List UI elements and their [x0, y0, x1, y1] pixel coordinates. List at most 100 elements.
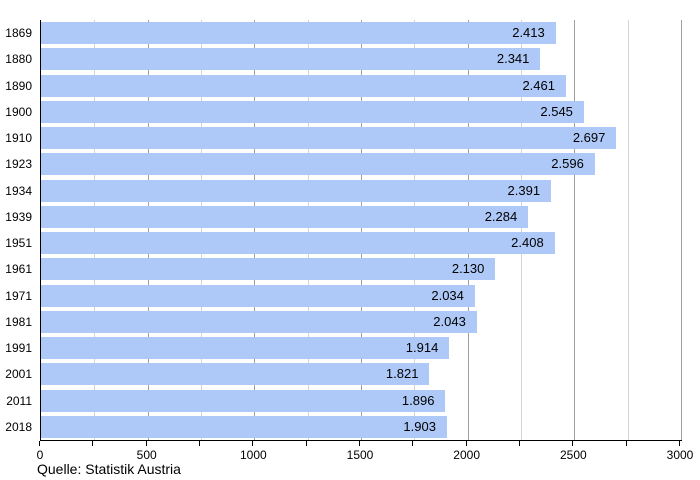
bar-1971: 2.034 — [41, 284, 475, 307]
year-label: 1910 — [5, 131, 32, 146]
year-label: 1951 — [5, 236, 32, 251]
bar-value-label: 1.896 — [401, 392, 435, 408]
chart-row-1910: 1910 2.697 — [5, 125, 681, 151]
bar-1923: 2.596 — [41, 153, 595, 176]
minor-gridline-2750 — [627, 20, 629, 440]
grid-layer — [41, 20, 682, 440]
bar-value-label: 2.413 — [512, 25, 545, 41]
x-tick-1500 — [359, 441, 360, 446]
x-axis-tick-labels: 0 500 1000 1500 2000 2500 3000 — [37, 448, 694, 462]
major-gridline-1500 — [361, 20, 362, 440]
chart-row-1991: 1991 1.914 — [5, 335, 681, 361]
x-tick-label-500: 500 — [136, 448, 157, 462]
major-gridline-2000 — [467, 20, 469, 440]
bar-value-label: 2.130 — [451, 261, 485, 277]
x-tick-500 — [145, 441, 147, 446]
x-tick-label-3000: 3000 — [666, 448, 694, 462]
chart-row-1961: 1961 2.130 — [5, 256, 681, 282]
x-tick-label-2500: 2500 — [559, 448, 587, 462]
chart-row-2011: 2011 1.896 — [6, 388, 681, 414]
chart-row-1934: 1934 2.391 — [5, 178, 681, 204]
bar-1951: 2.408 — [41, 232, 555, 255]
bar-value-label: 2.284 — [484, 208, 518, 224]
bar-1939: 2.284 — [41, 205, 529, 228]
x-tick-label-1000: 1000 — [239, 448, 267, 462]
plot-area: 1869 2.413 1880 2.341 1890 2.461 1900 2.545 1910… — [5, 20, 682, 440]
chart-row-1869: 1869 2.413 — [5, 20, 681, 46]
bar-2011: 1.896 — [41, 389, 446, 412]
year-label: 1991 — [5, 341, 32, 356]
chart-row-2001: 2001 1.821 — [5, 361, 681, 387]
x-tick-1750 — [412, 441, 414, 446]
bar-1961: 2.130 — [41, 258, 496, 281]
chart-row-1951: 1951 2.408 — [5, 230, 681, 256]
source-note: Quelle: Statistik Austria — [37, 461, 181, 477]
x-tick-3000 — [679, 441, 680, 446]
minor-gridline-750 — [201, 20, 202, 440]
x-tick-label-1500: 1500 — [346, 448, 374, 462]
x-tick-2750 — [625, 441, 627, 446]
major-gridline-3000 — [681, 20, 682, 440]
minor-gridline-250 — [94, 20, 96, 440]
x-tick-label-0: 0 — [36, 448, 44, 462]
chart-row-1923: 1923 2.596 — [5, 151, 681, 177]
chart-row-1880: 1880 2.341 — [5, 46, 681, 72]
chart-row-1981: 1981 2.043 — [5, 309, 681, 335]
bar-1934: 2.391 — [41, 179, 552, 202]
bar-1981: 2.043 — [41, 310, 477, 333]
major-gridline-500 — [147, 20, 149, 440]
bar-1880: 2.341 — [41, 48, 541, 71]
bar-value-label: 2.034 — [431, 287, 464, 303]
year-label: 1939 — [5, 209, 32, 224]
year-label: 1890 — [5, 78, 32, 93]
bar-1900: 2.545 — [41, 100, 584, 123]
bar-value-label: 2.408 — [511, 235, 544, 251]
bar-value-label: 1.821 — [385, 366, 419, 382]
year-label: 1934 — [5, 183, 32, 198]
x-tick-750 — [199, 441, 200, 446]
bar-2001: 1.821 — [41, 363, 430, 386]
bar-1991: 1.914 — [41, 337, 450, 360]
bar-value-label: 1.903 — [403, 418, 436, 434]
x-axis-line — [40, 440, 682, 441]
bar-value-label: 2.697 — [572, 130, 606, 146]
year-label: 1981 — [5, 314, 32, 329]
x-tick-1000 — [252, 441, 254, 446]
year-label: 1923 — [5, 157, 32, 172]
bar-value-label: 1.914 — [405, 340, 439, 356]
bar-1910: 2.697 — [41, 127, 617, 150]
bar-1890: 2.461 — [41, 74, 566, 97]
bar-value-label: 2.391 — [507, 182, 541, 198]
bar-value-label: 2.461 — [522, 77, 555, 93]
minor-gridline-1250 — [307, 20, 309, 440]
year-label: 1869 — [5, 26, 32, 41]
x-tick-1250 — [305, 441, 307, 446]
year-label: 1880 — [5, 52, 32, 67]
year-label: 1961 — [5, 262, 32, 277]
minor-gridline-2250 — [521, 20, 522, 440]
x-tick-2250 — [519, 441, 520, 446]
year-label: 1971 — [5, 288, 32, 303]
bar-value-label: 2.043 — [433, 313, 466, 329]
bar-2018: 1.903 — [41, 415, 447, 438]
year-label: 2001 — [5, 367, 32, 382]
bar-value-label: 2.596 — [551, 156, 584, 172]
chart-row-1971: 1971 2.034 — [5, 283, 681, 309]
chart-row-2018: 2018 1.903 — [5, 414, 681, 440]
bar-value-label: 2.341 — [496, 51, 530, 67]
chart-row-1939: 1939 2.284 — [5, 204, 681, 230]
major-gridline-2500 — [574, 20, 576, 440]
year-label: 1900 — [5, 104, 32, 119]
rows-layer: 1869 2.413 1880 2.341 1890 2.461 1900 2.545 1910… — [5, 20, 681, 440]
major-gridline-1000 — [254, 20, 256, 440]
x-axis-ticks — [39, 441, 680, 446]
x-tick-250 — [92, 441, 94, 446]
x-tick-0 — [39, 441, 40, 446]
x-tick-2000 — [465, 441, 467, 446]
chart-row-1900: 1900 2.545 — [5, 99, 681, 125]
chart-row-1890: 1890 2.461 — [5, 73, 681, 99]
minor-gridline-1750 — [414, 20, 416, 440]
x-tick-label-2000: 2000 — [453, 448, 480, 462]
x-tick-2500 — [572, 441, 574, 446]
